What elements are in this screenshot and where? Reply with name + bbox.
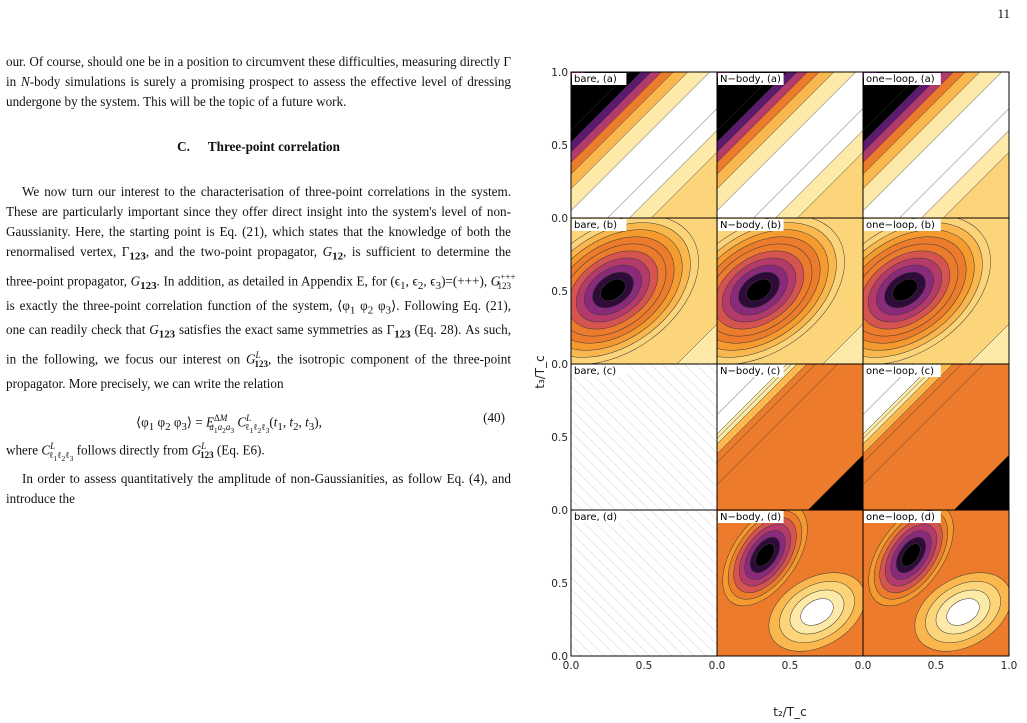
- contour-panel: bare, (b): [570, 217, 718, 365]
- panel-label: bare, (b): [574, 220, 617, 231]
- equation-number: (40): [483, 409, 505, 425]
- contour-panel: one−loop, (b): [862, 217, 1010, 365]
- contour-panel: one−loop, (a): [862, 71, 1010, 219]
- y-tick-label: 0.0: [551, 359, 568, 371]
- x-tick-label: 0.5: [636, 660, 653, 672]
- panel-label: bare, (d): [574, 512, 617, 523]
- contour-panel: N−body, (c): [716, 363, 864, 511]
- paragraph-1: our. Of course, should one be in a posit…: [6, 54, 512, 109]
- axis-ticks: 1.00.50.00.50.00.50.00.50.00.0 0.5 0.0 0.5 0…: [551, 67, 1017, 672]
- page-number: 11: [997, 6, 1010, 21]
- panel-label: one−loop, (a): [866, 74, 935, 85]
- contour-panel: bare, (c): [570, 363, 718, 511]
- y-tick-label: 0.0: [551, 213, 568, 225]
- y-tick-label: 1.0: [551, 67, 568, 79]
- panel-grid: bare, (a) N−body, (a) one−loop, (a) bare, (…: [570, 71, 1010, 657]
- panel-label: N−body, (a): [720, 74, 781, 85]
- contour-panel: one−loop, (c): [862, 363, 1010, 511]
- x-axis-label: t₂/T_c: [773, 705, 807, 719]
- x-tick-label: 0.5: [928, 660, 945, 672]
- panel-label: N−body, (b): [720, 220, 781, 231]
- x-tick-label: 0.5: [782, 660, 799, 672]
- y-axis-label: t₃/T_c: [533, 355, 547, 389]
- y-tick-label: 0.5: [551, 286, 568, 298]
- panel-label: one−loop, (b): [866, 220, 935, 231]
- contour-figure: bare, (a) N−body, (a) one−loop, (a) bare, (…: [530, 62, 1025, 723]
- y-tick-label: 0.0: [551, 505, 568, 517]
- panel-label: one−loop, (c): [866, 366, 934, 377]
- equation-body: ⟨φ1 φ2 φ3⟩ = EΔMa1a2a3 CLℓ1ℓ2ℓ3(t1, t2, …: [136, 412, 322, 435]
- panel-label: N−body, (c): [720, 366, 780, 377]
- paragraph-3: where CLℓ1ℓ2ℓ3 follows directly from GL1…: [6, 440, 265, 463]
- x-tick-label: 0.0: [855, 660, 872, 672]
- section-heading: C. Three-point correlation: [177, 139, 340, 154]
- paragraph-4: In order to assess quantitatively the am…: [6, 470, 511, 506]
- contour-panel: one−loop, (d): [862, 509, 1010, 657]
- text-column: our. Of course, should one be in a posit…: [6, 52, 516, 509]
- contour-panel: N−body, (b): [716, 217, 864, 365]
- y-tick-label: 0.0: [551, 651, 568, 663]
- panel-label: bare, (c): [574, 366, 616, 377]
- paragraph-2: We now turn our interest to the characte…: [6, 184, 516, 391]
- contour-panel: bare, (a): [570, 71, 718, 219]
- equation-40: ⟨φ1 φ2 φ3⟩ = EΔMa1a2a3 CLℓ1ℓ2ℓ3(t1, t2, …: [6, 398, 511, 436]
- y-tick-label: 0.5: [551, 140, 568, 152]
- panel-label: one−loop, (d): [866, 512, 935, 523]
- x-tick-label: 0.0: [563, 660, 580, 672]
- contour-panel: bare, (d): [570, 509, 718, 657]
- y-tick-label: 0.5: [551, 432, 568, 444]
- x-tick-label: 0.0: [709, 660, 726, 672]
- contour-panel: N−body, (a): [716, 71, 864, 219]
- y-tick-label: 0.5: [551, 578, 568, 590]
- panel-label: N−body, (d): [720, 512, 781, 523]
- panel-label: bare, (a): [574, 74, 617, 85]
- contour-panel: N−body, (d): [716, 509, 864, 657]
- x-tick-label: 1.0: [1001, 660, 1018, 672]
